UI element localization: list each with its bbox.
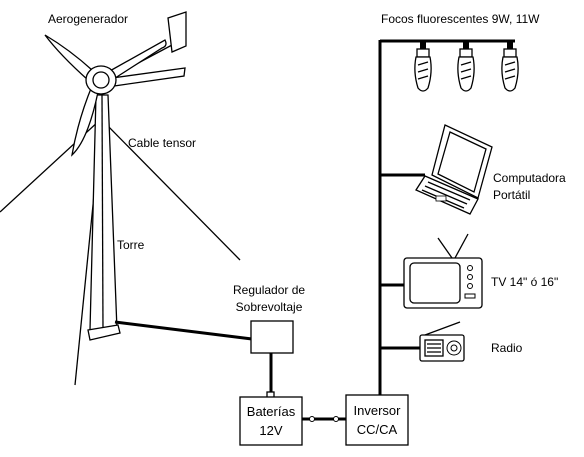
batteries-label: Baterías 12V [240,402,302,440]
label-wind-turbine: Aerogenerador [48,12,129,26]
label-tower: Torre [117,238,145,252]
wire-tower-regulator [114,320,253,341]
regulator-box [250,320,294,354]
label-tv: TV 14" ó 16" [491,275,559,289]
label-regulator-line1: Regulador de [233,283,306,297]
label-radio: Radio [491,341,523,355]
batteries-label-line1: Baterías [246,404,296,419]
bulb-icon [457,41,475,92]
inverter-label: Inversor CC/CA [346,401,408,439]
label-laptop-line2: Portátil [493,188,531,202]
label-bulbs: Focos fluorescentes 9W, 11W [381,12,540,26]
label-regulator-line2: Sobrevoltaje [235,300,303,314]
wind-turbine-icon [44,11,187,157]
bulb-icon [414,41,432,92]
tower [87,94,121,341]
laptop-icon [415,124,493,215]
batteries-box [239,396,303,446]
radio-icon [419,321,465,362]
guy-cable-right [101,119,241,261]
inverter-label-line1: Inversor [353,403,401,418]
batteries-label-line2: 12V [259,423,283,438]
tv-icon [403,233,483,309]
inverter-label-line2: CC/CA [356,422,398,437]
label-regulator: Regulador de Sobrevoltaje [233,282,305,316]
bulb-icon [501,41,519,92]
label-guy-cable: Cable tensor [128,136,197,150]
inverter-box [345,394,409,446]
label-laptop: Computadora Portátil [493,170,566,204]
label-laptop-line1: Computadora [493,171,566,185]
